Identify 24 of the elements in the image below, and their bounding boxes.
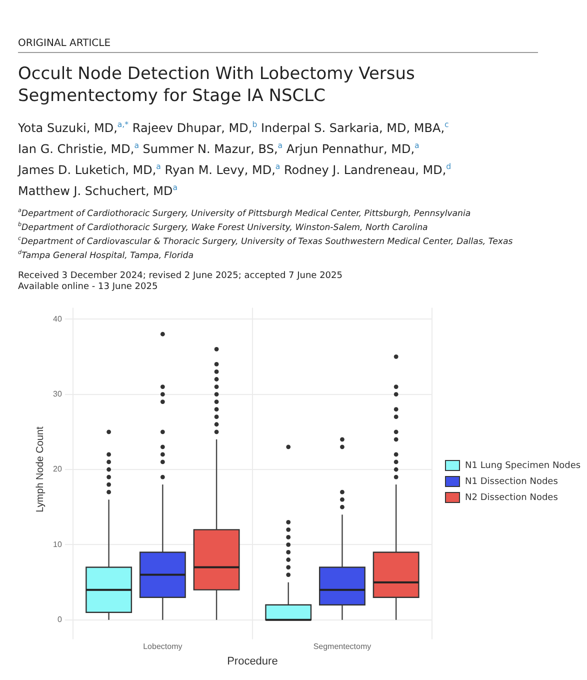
text: $^{c}$Department of Cardiovascular & Thoracic Surgery, University of Texas Southwestern Medical Center, Dallas, Texas xyxy=(18,234,514,248)
legend-label: N1 Dissection Nodes xyxy=(465,476,558,486)
x-tick-label: Segmentectomy xyxy=(313,642,372,652)
y-axis-title: Lymph Node Count xyxy=(34,426,46,512)
legend-label: N1 Lung Specimen Nodes xyxy=(465,460,581,470)
y-tick-label: 30 xyxy=(52,389,62,398)
y-tick-label: 10 xyxy=(52,540,62,549)
y-tick-label: 40 xyxy=(52,314,62,324)
text: Ian G. Christie, MD,$^{a}$ Summer N. Mazur, BS,$^{a}$ Arjun Pennathur, MD,$^{a}$ xyxy=(18,140,420,158)
text: Matthew J. Schuchert, MD$^{a}$ xyxy=(18,182,179,200)
chart-title: Occult Node Detection With Lobectomy Versus Segmentectomy for Stage IA NSCLC xyxy=(18,63,416,107)
y-tick-label: 0 xyxy=(57,615,62,624)
x-axis-title: Procedure xyxy=(227,655,278,668)
text: Received 3 December 2024; revised 2 June 2025; accepted 7 June 2025 xyxy=(18,271,344,282)
text: Yota Suzuki, MD,$^{a,*}$ Rajeev Dhupar, MD,$^{b}$ Inderpal S. Sarkaria, MD, MBA,$^{c}$ xyxy=(18,119,450,137)
legend-label: N2 Dissection Nodes xyxy=(465,492,558,502)
text: James D. Luketich, MD,$^{a}$ Ryan M. Levy, MD,$^{a}$ Rodney J. Landreneau, MD,$^{d}$ xyxy=(18,161,452,179)
text: $^{d}$Tampa General Hospital, Tampa, Florida xyxy=(18,248,195,262)
y-tick-label: 20 xyxy=(52,464,62,474)
text: ORIGINAL ARTICLE xyxy=(18,38,538,53)
text: Available online - 13 June 2025 xyxy=(18,282,159,294)
x-tick-label: Lobectomy xyxy=(143,642,182,652)
text: $^{b}$Department of Cardiothoracic Surgery, Wake Forest University, Winston-Salem, North Carolina xyxy=(18,220,429,234)
text: $^{a}$Department of Cardiothoracic Surgery, University of Pittsburgh Medical Center, Pittsburgh, Pennsylvania xyxy=(18,207,472,220)
